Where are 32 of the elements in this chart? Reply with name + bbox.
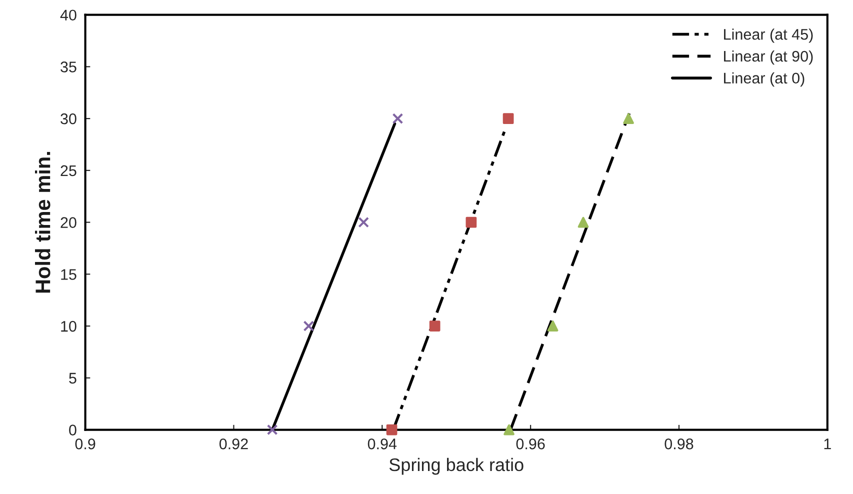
x-tick-label: 0.94 <box>368 438 397 450</box>
point <box>623 113 634 124</box>
y-tick-label: 5 <box>69 372 76 384</box>
y-tick-label: 25 <box>60 165 76 176</box>
point <box>547 320 558 332</box>
point <box>358 216 370 228</box>
x-tick-label: 0.9 <box>75 438 96 450</box>
point <box>578 216 589 228</box>
y-tick-label: 30 <box>60 113 76 124</box>
point <box>502 113 514 124</box>
y-tick-label: 40 <box>60 10 76 21</box>
x-axis-title: Spring back ratio <box>389 458 524 475</box>
point <box>386 424 398 436</box>
y-axis-title: Hold time min. <box>35 152 50 293</box>
point <box>392 113 404 124</box>
point <box>504 424 514 436</box>
point <box>303 320 314 332</box>
legend-label: Linear (at 90) <box>724 50 813 65</box>
y-tick-label: 10 <box>61 320 76 332</box>
x-tick-label: 0.96 <box>516 438 545 450</box>
point <box>466 216 477 228</box>
y-tick-label: 0 <box>69 424 76 436</box>
x-tick-label: 0.92 <box>219 438 248 450</box>
x-tick-label: 1 <box>824 438 831 450</box>
legend-label: Linear (at 0) <box>724 72 804 87</box>
point <box>429 320 440 332</box>
y-tick-label: 35 <box>60 62 76 72</box>
point <box>266 424 278 436</box>
y-tick-label: 20 <box>60 217 76 228</box>
x-tick-label: 0.98 <box>664 438 694 450</box>
legend-label: Linear (at 45) <box>724 28 813 43</box>
y-tick-label: 15 <box>61 269 76 280</box>
